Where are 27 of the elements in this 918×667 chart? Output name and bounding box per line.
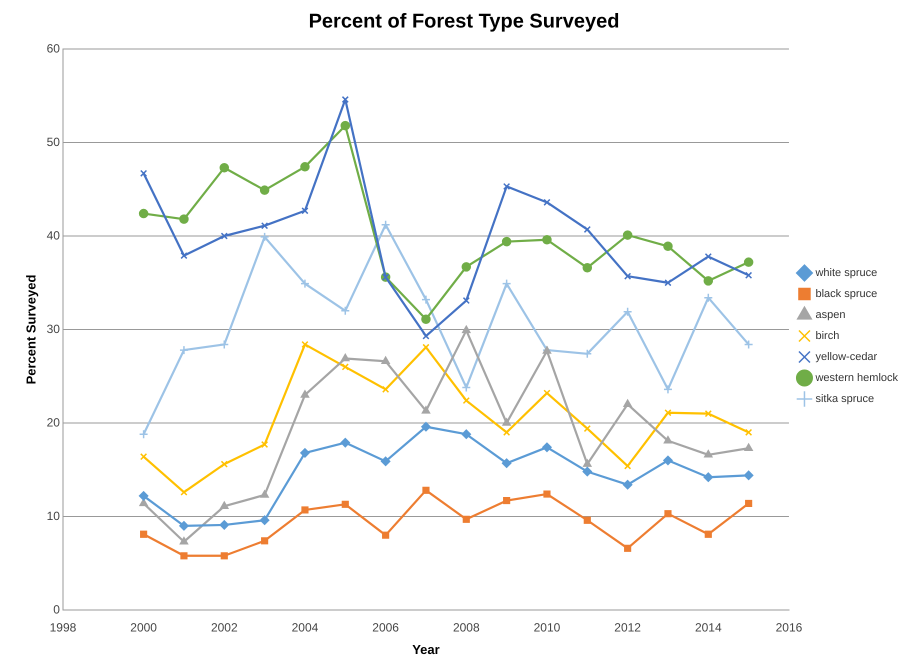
legend-label: white spruce xyxy=(814,267,878,280)
x-tick-label: 2008 xyxy=(452,620,480,635)
x-tick-label: 2004 xyxy=(292,620,319,635)
legend-label: black spruce xyxy=(815,288,878,300)
x-tick-label: 2012 xyxy=(614,620,642,635)
x-tick-label: 2006 xyxy=(372,620,400,635)
y-tick-label: 0 xyxy=(53,602,60,616)
legend-label: sitka spruce xyxy=(815,393,874,406)
y-tick-label: 60 xyxy=(46,41,60,56)
x-tick-label: 2000 xyxy=(130,620,158,635)
x-tick-label: 2010 xyxy=(534,620,561,635)
x-tick-label: 2014 xyxy=(694,620,722,635)
y-tick-label: 30 xyxy=(46,322,60,336)
x-axis-title: Year xyxy=(412,642,440,657)
y-tick-label: 10 xyxy=(46,508,60,523)
legend-label: birch xyxy=(815,330,840,342)
y-axis-title: Percent Surveyed xyxy=(23,274,38,384)
legend-label: aspen xyxy=(815,309,846,322)
y-tick-label: 40 xyxy=(46,228,60,242)
y-tick-label: 20 xyxy=(46,415,60,430)
y-tick-label: 50 xyxy=(46,134,60,149)
x-tick-label: 2002 xyxy=(210,620,238,635)
x-tick-label: 2016 xyxy=(776,620,803,635)
chart-title: Percent of Forest Type Surveyed xyxy=(308,10,620,33)
x-tick-label: 1998 xyxy=(50,620,77,635)
legend-label: western hemlock xyxy=(814,372,898,384)
legend-label: yellow-cedar xyxy=(815,351,878,364)
